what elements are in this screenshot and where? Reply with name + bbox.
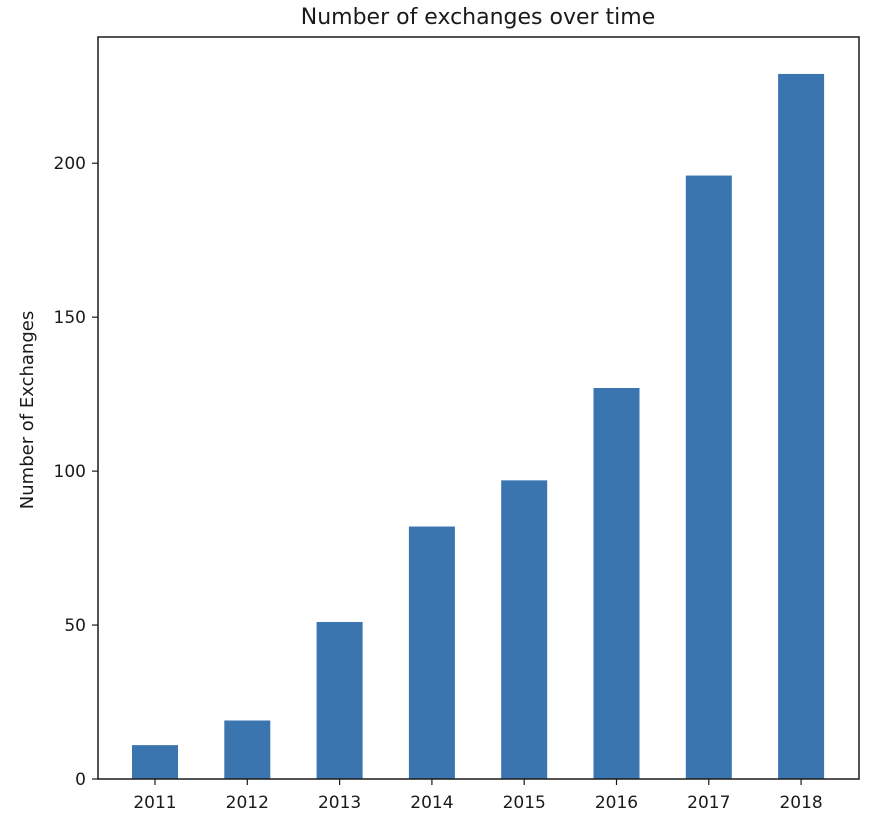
- y-axis: 0 50 100 150 200: [54, 154, 98, 790]
- bar-2012: [224, 720, 271, 779]
- x-tick-label: 2011: [133, 793, 176, 813]
- y-tick-label: 50: [64, 616, 86, 636]
- x-tick-label: 2014: [410, 793, 453, 813]
- x-axis: 2011 2012 2013 2014 2015 2016 2017 2018: [133, 779, 823, 813]
- bars-group: [132, 73, 825, 780]
- bar-2015: [501, 480, 548, 779]
- x-tick-label: 2018: [779, 793, 822, 813]
- y-axis-label: Number of Exchanges: [17, 311, 38, 509]
- x-tick-label: 2015: [503, 793, 546, 813]
- y-tick-label: 0: [75, 770, 86, 790]
- x-tick-label: 2013: [318, 793, 361, 813]
- plot-frame: [97, 36, 860, 780]
- x-tick-label: 2016: [595, 793, 638, 813]
- bar-2016: [593, 387, 640, 779]
- bar-2011: [132, 745, 178, 779]
- bar-2017: [685, 175, 732, 780]
- bar-2014: [408, 526, 455, 779]
- bar-2013: [316, 621, 363, 779]
- y-tick-label: 150: [54, 308, 86, 328]
- chart-title: Number of exchanges over time: [301, 5, 656, 30]
- y-tick-label: 200: [54, 154, 86, 174]
- x-tick-label: 2012: [226, 793, 269, 813]
- x-tick-label: 2017: [687, 793, 730, 813]
- y-tick-label: 100: [54, 462, 86, 482]
- bar-2018: [778, 73, 825, 779]
